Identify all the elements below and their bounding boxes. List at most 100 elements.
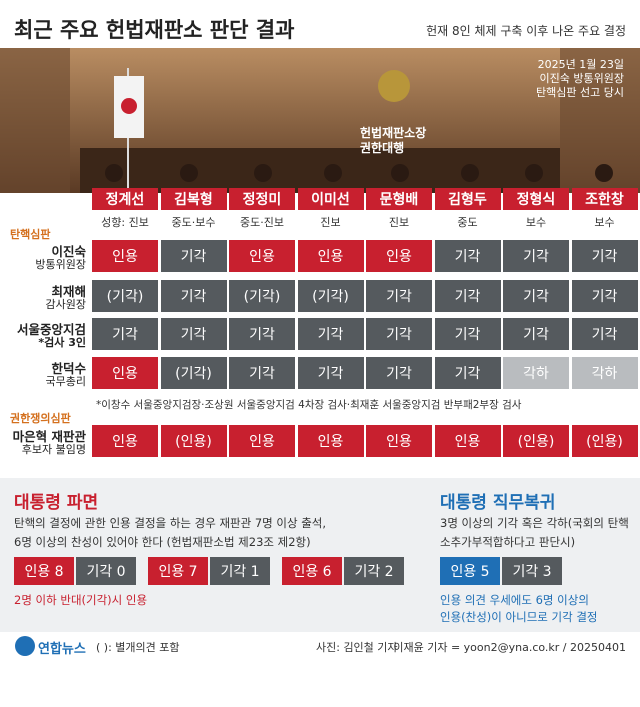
vote-box: 기각 1 [210,557,270,585]
cell: 기각 [434,357,501,389]
summary-title: 대통령 직무복귀 [440,493,556,513]
summary-note: 2명 이하 반대(기각)시 인용 [14,593,148,607]
row-label: 한덕수 [51,361,86,376]
justice-leaning: 성향: 진보 [101,216,149,229]
row-label: 국무총리 [45,375,86,388]
row-label: 마은혁 재판관 [12,429,86,444]
summary-text: 탄핵의 결정에 관한 인용 결정을 하는 경우 재판관 7명 이상 출석, [14,516,327,530]
subtitle: 헌재 8인 체제 구축 이후 나온 주요 결정 [426,24,626,38]
cell: 기각 [571,240,638,272]
photo-credit: 사진: 김인철 기자 [316,641,398,654]
row-label: *검사 3인 [38,336,86,349]
footnote: *이창수 서울중앙지검장·조상원 서울중앙지검 4차장 검사·최재훈 서울중앙지… [96,399,522,411]
cell: 기각 [503,240,569,272]
summary-text: 6명 이상의 찬성이 있어야 한다 (헌법재판소법 제23조 제2항) [14,535,311,549]
justice-name: 정정미 [229,188,295,210]
cell: 기각 [160,280,227,312]
vote-box: 인용 5 [440,557,500,585]
section-title: 탄핵심판 [10,228,51,241]
vote-box: 인용 7 [148,557,208,585]
row-label: 이진숙 [51,244,86,259]
cell: (기각) [297,280,364,312]
row-label: 최재해 [51,284,86,299]
cell: 인용 [229,425,295,457]
summary-text: 소추가부적합하다고 판단시) [440,535,576,549]
justice-name: 김형두 [434,188,501,210]
summary-title: 대통령 파면 [14,493,99,513]
vote-box: 인용 8 [14,557,74,585]
cell: 기각 [366,357,432,389]
cell: 인용 [92,357,158,389]
cell: 기각 [229,357,295,389]
logo-icon [15,636,35,656]
cell: 기각 [434,240,501,272]
cell: 기각 [503,318,569,350]
cell: 각하 [571,357,638,389]
cell: 기각 [92,318,158,350]
justice-name: 정계선 [92,188,158,210]
vote-box: 인용 6 [282,557,342,585]
cell: 기각 [434,280,501,312]
row-label: 서울중앙지검 [16,322,86,337]
summary-note: 인용(찬성)이 아니므로 기각 결정 [440,610,598,624]
section-title: 권한쟁의심판 [10,412,71,425]
photo-label: 헌법재판소장 [360,126,427,140]
summary-text: 3명 이상의 기각 혹은 각하(국회의 탄핵 [440,516,629,530]
justice-leaning: 중도 [457,216,478,229]
cell: 기각 [366,280,432,312]
cell: 기각 [160,240,227,272]
row-label: 후보자 불임명 [21,443,86,456]
title: 최근 주요 헌법재판소 판단 결과 [14,18,295,42]
legend: ( ): 별개의견 포함 [96,641,180,654]
credit: 이재윤 기자 = yoon2@yna.co.kr / 20250401 [393,641,626,654]
cell: (기각) [92,280,158,312]
justice-leaning: 보수 [525,216,547,229]
cell: 인용 [297,240,364,272]
justice-leaning: 중도·진보 [240,216,284,229]
photo-caption: 이진숙 방통위원장 [539,72,624,85]
cell: (인용) [503,425,569,457]
cell: 기각 [434,318,501,350]
cell: 인용 [366,240,432,272]
cell: 각하 [503,357,569,389]
vote-box: 기각 0 [76,557,136,585]
cell: 기각 [229,318,295,350]
summary-note: 인용 의견 우세에도 6명 이상의 [440,593,589,607]
justice-leaning: 중도·보수 [171,216,216,229]
photo-label: 권한대행 [360,141,405,155]
cell: 인용 [297,425,364,457]
justice-name: 문형배 [366,188,432,210]
photo-caption: 2025년 1월 23일 [537,58,624,71]
cell: 기각 [366,318,432,350]
justice-leaning: 진보 [320,216,341,229]
cell: 기각 [160,318,227,350]
cell: (인용) [160,425,227,457]
cell: 기각 [503,280,569,312]
vote-box: 기각 2 [344,557,404,585]
row-label: 감사원장 [45,298,86,311]
cell: 인용 [229,240,295,272]
justice-name: 정형식 [503,188,569,210]
cell: 인용 [92,425,158,457]
photo-caption: 탄핵심판 선고 당시 [536,86,624,99]
cell: 인용 [92,240,158,272]
justice-leaning: 진보 [388,216,410,229]
cell: 기각 [571,318,638,350]
justice-name: 김복형 [160,188,227,210]
cell: 인용 [434,425,501,457]
row-label: 방통위원장 [35,258,86,271]
logo: 연합뉴스 [38,642,86,657]
cell: 기각 [297,357,364,389]
cell: (기각) [160,357,227,389]
vote-box: 기각 3 [502,557,562,585]
summary-panel [0,478,640,632]
justice-leaning: 보수 [594,216,615,229]
cell: 인용 [366,425,432,457]
justice-name: 조한창 [571,188,638,210]
justice-name: 이미선 [297,188,364,210]
photo [0,48,640,193]
cell: 기각 [571,280,638,312]
cell: (인용) [571,425,638,457]
cell: 기각 [297,318,364,350]
